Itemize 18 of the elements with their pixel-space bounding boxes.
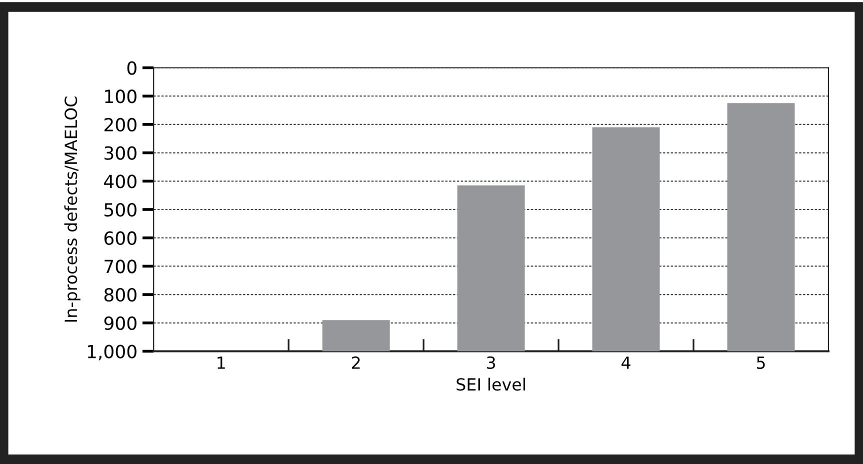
x-tick-label: 1 <box>218 356 225 369</box>
y-tick-label: 1,000 <box>88 344 136 360</box>
y-tick-label: 900 <box>104 316 136 330</box>
x-tick-label: 5 <box>756 356 765 370</box>
y-axis-title: In-process defects/MAELOC <box>64 96 80 322</box>
x-tick-label: 2 <box>352 356 360 369</box>
y-tick-label: 200 <box>104 118 136 132</box>
y-tick-label: 500 <box>104 202 136 217</box>
x-tick-label: 4 <box>622 356 630 369</box>
x-tick-label: 3 <box>487 356 496 370</box>
x-axis-title: SEI level <box>456 378 525 391</box>
y-tick-label: 600 <box>104 231 136 245</box>
y-tick-label: 300 <box>104 146 136 160</box>
y-tick-label: 700 <box>104 260 136 274</box>
y-tick-label: 0 <box>127 61 136 75</box>
y-tick-label: 800 <box>104 288 136 302</box>
y-tick-label: 100 <box>105 90 136 104</box>
y-tick-label: 400 <box>104 174 136 188</box>
